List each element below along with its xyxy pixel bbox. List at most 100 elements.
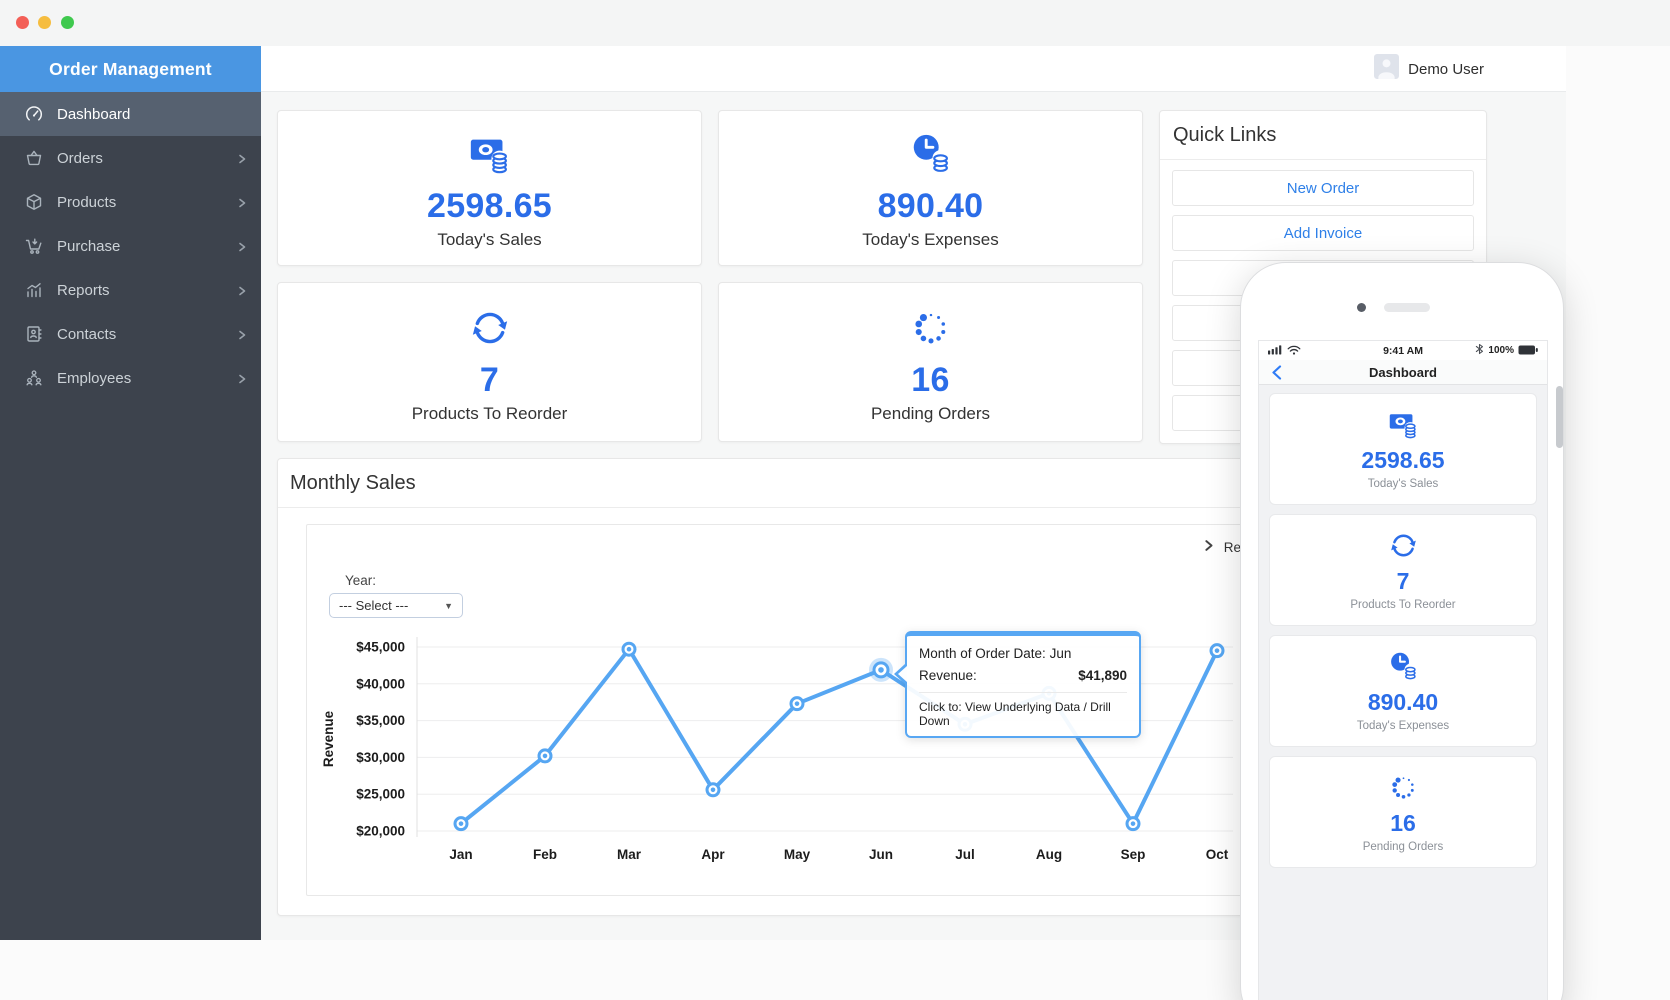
wifi-icon bbox=[1287, 342, 1301, 360]
monthly-sales-panel: Monthly Sales Re Year: --- Select --- ▼ … bbox=[277, 458, 1487, 916]
stat-card-today-s-sales[interactable]: 2598.65 Today's Sales bbox=[277, 110, 702, 266]
sidebar-item-label: Reports bbox=[57, 281, 110, 299]
stat-card-today-s-expenses[interactable]: 890.40 Today's Expenses bbox=[718, 110, 1143, 266]
chart-legend[interactable]: Re bbox=[1202, 539, 1241, 555]
contacts-icon bbox=[24, 324, 44, 344]
svg-text:$20,000: $20,000 bbox=[356, 824, 405, 839]
sidebar-item-orders[interactable]: Orders bbox=[0, 136, 261, 180]
user-name: Demo User bbox=[1408, 60, 1484, 78]
svg-text:$35,000: $35,000 bbox=[356, 713, 405, 728]
quick-link-label: Add Invoice bbox=[1283, 224, 1363, 242]
stat-value: 890.40 bbox=[877, 186, 984, 225]
phone-stat-card-pending-orders[interactable]: 16 Pending Orders bbox=[1269, 756, 1537, 868]
svg-text:Feb: Feb bbox=[533, 847, 557, 862]
phone-stat-card-products-to-reorder[interactable]: 7 Products To Reorder bbox=[1269, 514, 1537, 626]
user-menu[interactable]: Demo User bbox=[1374, 46, 1484, 92]
back-chevron-icon[interactable] bbox=[1271, 360, 1282, 385]
svg-text:Oct: Oct bbox=[1206, 847, 1229, 862]
page-scrollbar-thumb[interactable] bbox=[1556, 386, 1563, 448]
battery-percentage: 100% bbox=[1488, 345, 1514, 356]
quick-link-new-order[interactable]: New Order bbox=[1172, 170, 1474, 206]
close-window-button[interactable] bbox=[16, 16, 29, 29]
phone-stat-value: 7 bbox=[1396, 568, 1410, 594]
chart-tooltip[interactable]: Month of Order Date: Jun Revenue: $41,89… bbox=[894, 631, 1141, 738]
pending-spinner-icon bbox=[1387, 771, 1420, 804]
stat-value: 16 bbox=[911, 360, 950, 399]
phone-stat-cards: 2598.65 Today's Sales 7 Products To Reorder… bbox=[1259, 385, 1547, 885]
stat-label: Today's Expenses bbox=[862, 229, 999, 249]
sidebar-item-reports[interactable]: Reports bbox=[0, 268, 261, 312]
minimize-window-button[interactable] bbox=[38, 16, 51, 29]
sidebar-item-contacts[interactable]: Contacts bbox=[0, 312, 261, 356]
caret-down-icon: ▼ bbox=[444, 600, 453, 611]
quick-links-title: Quick Links bbox=[1160, 111, 1486, 160]
monthly-sales-line-chart[interactable]: $20,000 $25,000 $30,000 $35,000 $40,000 $45,0… bbox=[309, 627, 1239, 879]
sidebar-item-label: Dashboard bbox=[57, 105, 131, 123]
sidebar-item-label: Employees bbox=[57, 369, 132, 387]
sidebar: Order Management Dashboard Orders Products… bbox=[0, 46, 261, 940]
svg-text:$40,000: $40,000 bbox=[356, 676, 405, 691]
chevron-right-icon bbox=[1202, 539, 1215, 555]
chevron-right-icon bbox=[236, 284, 248, 296]
year-filter-label: Year: bbox=[345, 573, 377, 588]
zoom-window-button[interactable] bbox=[61, 16, 74, 29]
sidebar-item-label: Contacts bbox=[57, 325, 117, 343]
sidebar-item-employees[interactable]: Employees bbox=[0, 356, 261, 400]
cash-icon bbox=[1387, 408, 1420, 441]
signal-bars-icon bbox=[1268, 342, 1283, 360]
tooltip-month-label: Month of Order Date: bbox=[919, 646, 1046, 661]
monthly-sales-chart-box: Re Year: --- Select --- ▼ $20,000 $25,000… bbox=[306, 524, 1246, 896]
chevron-right-icon bbox=[236, 240, 248, 252]
tooltip-revenue-row: Revenue: $41,890 bbox=[919, 668, 1127, 683]
chevron-right-icon bbox=[236, 328, 248, 340]
svg-text:Revenue: Revenue bbox=[321, 710, 336, 767]
stat-value: 2598.65 bbox=[426, 186, 552, 225]
bluetooth-icon bbox=[1475, 342, 1484, 360]
quick-link-label: New Order bbox=[1286, 179, 1360, 197]
phone-mockup: 9:41 AM 100% bbox=[1240, 262, 1564, 1000]
tooltip-month-row: Month of Order Date: Jun bbox=[919, 646, 1127, 661]
legend-label-truncated: Re bbox=[1223, 539, 1241, 555]
stat-card-products-to-reorder[interactable]: 7 Products To Reorder bbox=[277, 282, 702, 442]
phone-status-bar: 9:41 AM 100% bbox=[1259, 341, 1547, 360]
phone-stat-card-today-s-expenses[interactable]: 890.40 Today's Expenses bbox=[1269, 635, 1537, 747]
svg-text:Jun: Jun bbox=[869, 847, 893, 862]
phone-stat-value: 2598.65 bbox=[1361, 447, 1445, 473]
stat-label: Pending Orders bbox=[870, 403, 991, 423]
chevron-right-icon bbox=[236, 196, 248, 208]
reports-icon bbox=[24, 280, 44, 300]
year-select-value: --- Select --- bbox=[339, 598, 409, 613]
svg-text:Mar: Mar bbox=[617, 847, 642, 862]
sidebar-item-label: Orders bbox=[57, 149, 103, 167]
svg-text:Aug: Aug bbox=[1036, 847, 1062, 862]
phone-speaker bbox=[1384, 303, 1430, 312]
pending-spinner-icon bbox=[908, 305, 954, 351]
svg-text:Apr: Apr bbox=[701, 847, 725, 862]
expenses-clock-icon bbox=[1387, 650, 1420, 683]
sidebar-item-products[interactable]: Products bbox=[0, 180, 261, 224]
tooltip-month-value: Jun bbox=[1049, 646, 1072, 661]
sidebar-item-purchase[interactable]: Purchase bbox=[0, 224, 261, 268]
sidebar-item-dashboard[interactable]: Dashboard bbox=[0, 92, 261, 136]
phone-time: 9:41 AM bbox=[1383, 344, 1423, 357]
quick-link-add-invoice[interactable]: Add Invoice bbox=[1172, 215, 1474, 251]
reorder-sync-icon bbox=[1387, 529, 1420, 562]
phone-stat-label: Products To Reorder bbox=[1350, 599, 1456, 611]
stat-card-pending-orders[interactable]: 16 Pending Orders bbox=[718, 282, 1143, 442]
purchase-icon bbox=[24, 236, 44, 256]
monthly-sales-title: Monthly Sales bbox=[278, 459, 1486, 508]
app-title: Order Management bbox=[0, 46, 261, 92]
cash-icon bbox=[467, 131, 513, 177]
svg-text:Jul: Jul bbox=[955, 847, 975, 862]
tooltip-arrow bbox=[894, 664, 907, 684]
phone-screen: 9:41 AM 100% bbox=[1258, 340, 1548, 1000]
year-select[interactable]: --- Select --- ▼ bbox=[329, 593, 463, 618]
phone-stat-label: Pending Orders bbox=[1362, 841, 1444, 853]
phone-stat-card-today-s-sales[interactable]: 2598.65 Today's Sales bbox=[1269, 393, 1537, 505]
stat-label: Today's Sales bbox=[437, 229, 542, 249]
reorder-sync-icon bbox=[467, 305, 513, 351]
dashboard-icon bbox=[24, 104, 44, 124]
sidebar-nav: Dashboard Orders Products Purchase Reports Co… bbox=[0, 92, 261, 400]
phone-stat-label: Today's Expenses bbox=[1356, 720, 1450, 732]
